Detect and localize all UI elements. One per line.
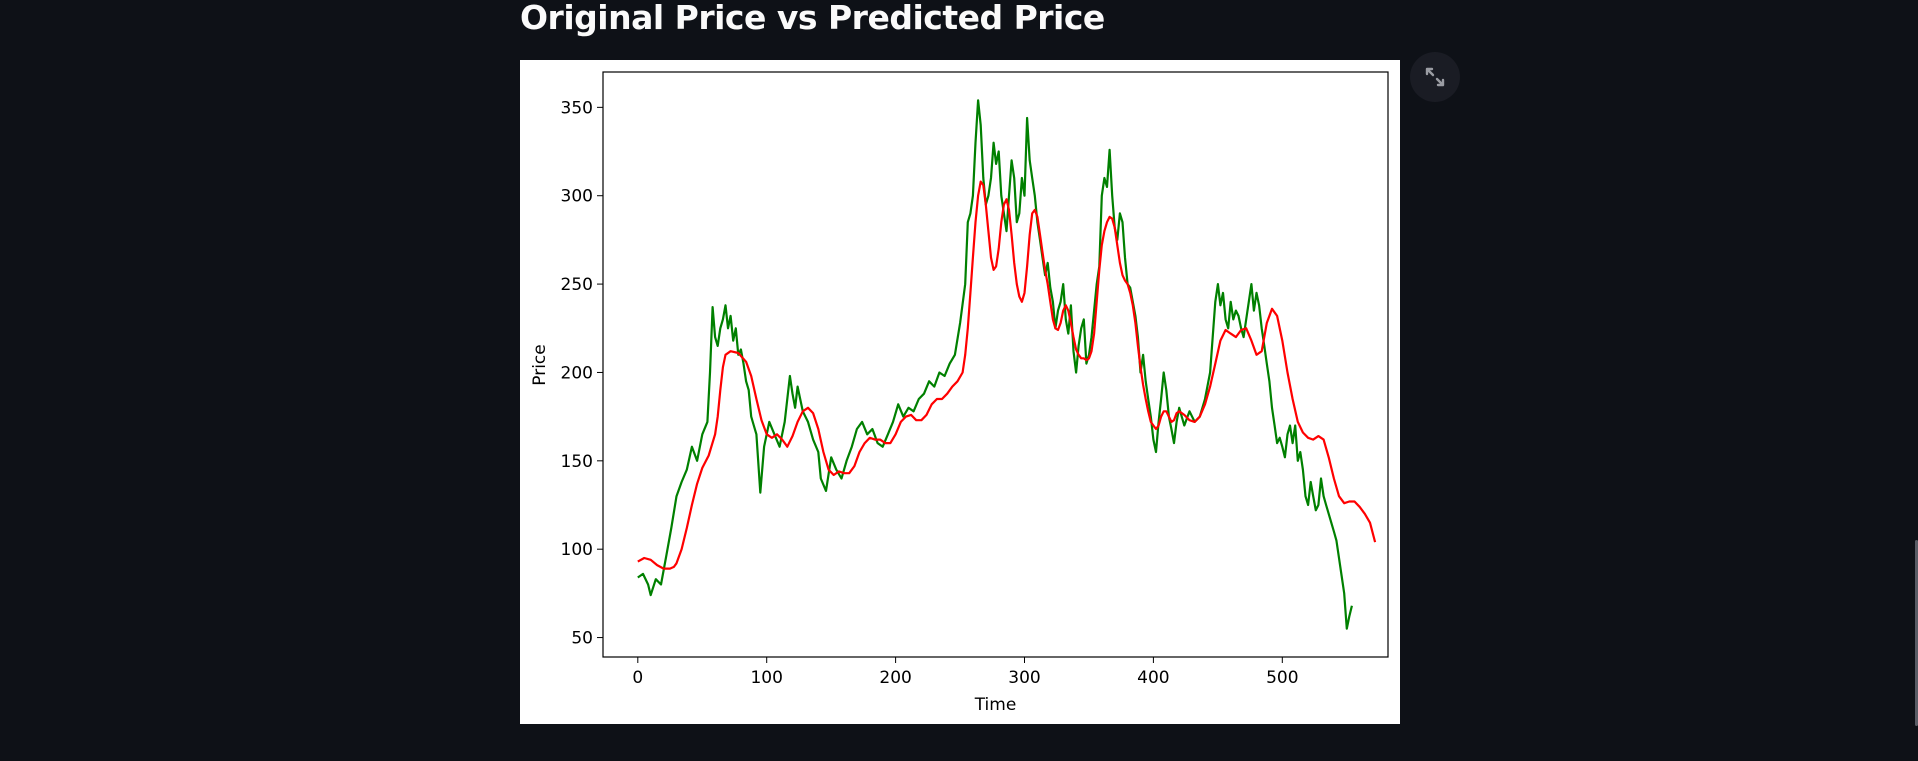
chart-figure: 0 100 200 300 400 500 50 100 150 200 250 300 350 Ti… <box>520 60 1400 724</box>
y-tick-label: 300 <box>561 187 593 207</box>
price-chart: 0 100 200 300 400 500 50 100 150 200 250 300 350 Ti… <box>530 71 1389 715</box>
x-tick-label: 500 <box>1266 668 1298 688</box>
x-tick-label: 200 <box>879 668 911 688</box>
plot-area-frame <box>602 71 1389 658</box>
x-tick-label: 300 <box>1008 668 1040 688</box>
x-tick-label: 0 <box>632 668 643 688</box>
y-tick-label: 150 <box>561 452 593 472</box>
x-axis-label: Time <box>974 695 1017 715</box>
y-tick-label: 100 <box>561 540 593 560</box>
fullscreen-button[interactable] <box>1410 52 1460 102</box>
y-tick-label: 50 <box>571 629 593 649</box>
y-axis-label: Price <box>530 344 550 385</box>
y-tick-label: 250 <box>561 275 593 295</box>
series-line-predicted <box>637 180 1377 570</box>
y-tick-label: 200 <box>561 363 593 383</box>
x-tick-label: 400 <box>1137 668 1169 688</box>
expand-icon <box>1425 67 1445 87</box>
series-line-original <box>637 99 1353 630</box>
y-tick-label: 350 <box>561 98 593 118</box>
page-title: Original Price vs Predicted Price <box>520 0 1105 37</box>
x-tick-label: 100 <box>750 668 782 688</box>
scrollbar[interactable] <box>1915 540 1918 726</box>
